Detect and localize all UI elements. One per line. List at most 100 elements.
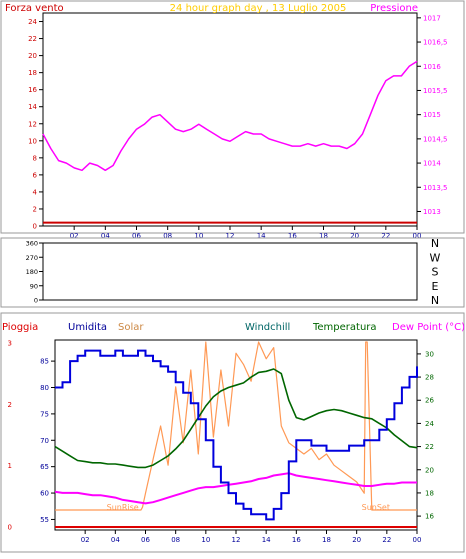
pressure-tick-label: 1013	[423, 208, 441, 216]
wind-tick-label: 10	[28, 137, 37, 145]
plot-area-2	[42, 242, 418, 301]
hour-tick-label: 02	[70, 232, 79, 240]
hour-tick-label: 18	[319, 232, 328, 240]
hour-tick-label: 06	[132, 232, 141, 240]
humidity-tick-label: 75	[40, 410, 49, 418]
hour-tick-label: 12	[226, 232, 235, 240]
hour-tick-label: 18	[322, 536, 331, 544]
temperature-tick-label: 16	[425, 513, 434, 521]
hour-tick-label: 16	[288, 232, 297, 240]
pressure-tick-label: 1014,5	[423, 135, 448, 143]
pressure-label: Pressione	[370, 3, 418, 14]
hour-tick-label: 08	[163, 232, 172, 240]
pressure-tick-label: 1016,5	[423, 39, 448, 47]
rain-axis-ticks: 0 1 2 3	[8, 340, 12, 532]
sunset-label: SunSet	[362, 503, 390, 512]
rain-tick-label: 0	[8, 524, 12, 532]
humidity-tick-label: 85	[40, 358, 49, 366]
humidity-tick-label: 60	[40, 490, 49, 498]
rain-tick-label: 3	[8, 340, 12, 348]
pressure-tick-label: 1016	[423, 63, 441, 71]
pressure-axis-ticks: 1013 1013,5 1014 1014,5 1015 1015,5 1016 1016,5…	[417, 14, 448, 216]
chart-title: 24 hour graph day , 13 Luglio 2005	[170, 3, 347, 14]
temperature-tick-label: 24	[425, 420, 434, 428]
temperature-tick-label: 30	[425, 350, 434, 358]
panel-3-series	[54, 341, 418, 528]
direction-degree-ticks: 0 90 180 270 360	[26, 240, 43, 305]
compass-tick-label: N	[431, 237, 439, 250]
wind-tick-label: 4	[33, 188, 38, 196]
panel-2-frame	[0, 237, 465, 308]
temperature-axis-ticks: 16 18 20 22 24 26 28 30	[417, 350, 434, 521]
wind-tick-label: 22	[28, 35, 37, 43]
hour-tick-label: 14	[262, 536, 271, 544]
pressure-tick-label: 1015,5	[423, 87, 448, 95]
humidity-series-line	[55, 349, 418, 521]
dewpoint-label: Dew Point (°C)	[392, 322, 465, 333]
temperature-tick-label: 18	[425, 489, 434, 497]
rain-tick-label: 2	[8, 401, 12, 409]
panel-1-frame	[0, 0, 465, 234]
panel-3-frame	[0, 312, 465, 553]
solar-label: Solar	[118, 322, 144, 333]
wind-tick-label: 18	[28, 69, 37, 77]
solar-series-line	[55, 341, 417, 511]
humidity-label: Umidita	[68, 322, 107, 333]
hour-tick-label: 12	[232, 536, 241, 544]
humidity-axis-ticks: 55 60 65 70 75 80 85	[40, 358, 55, 524]
direction-tick-label: 270	[26, 254, 38, 262]
wind-tick-label: 12	[28, 120, 37, 128]
temperature-label: Temperatura	[312, 322, 377, 333]
hour-tick-label: 06	[141, 536, 150, 544]
pressure-tick-label: 1014	[423, 160, 441, 168]
direction-tick-label: 0	[34, 297, 38, 305]
wind-tick-label: 0	[33, 223, 37, 231]
hour-tick-label: 22	[382, 536, 391, 544]
compass-tick-label: N	[431, 294, 439, 307]
wind-tick-label: 14	[28, 103, 37, 111]
compass-tick-label: S	[432, 266, 439, 279]
hour-axis-ticks-3: 02 04 06 08 10 12 14 16 18 20 22 00	[81, 530, 422, 544]
direction-tick-label: 90	[30, 282, 38, 290]
panel-wind-pressure: Forza vento 24 hour graph day , 13 Lugli…	[0, 0, 465, 240]
wind-tick-label: 20	[28, 52, 37, 60]
humidity-tick-label: 70	[40, 437, 49, 445]
hour-tick-label: 08	[171, 536, 180, 544]
hour-tick-label: 16	[292, 536, 301, 544]
hour-tick-label: 04	[111, 536, 120, 544]
wind-tick-label: 24	[28, 18, 37, 26]
hour-tick-label: 22	[381, 232, 390, 240]
panel-1-series	[42, 60, 418, 224]
direction-tick-label: 360	[26, 240, 38, 248]
temperature-tick-label: 26	[425, 397, 434, 405]
temperature-series-line	[54, 368, 418, 469]
compass-tick-label: E	[432, 280, 439, 293]
wind-tick-label: 6	[33, 171, 38, 179]
humidity-tick-label: 65	[40, 463, 49, 471]
dewpoint-series-line	[54, 472, 417, 505]
temperature-tick-label: 28	[425, 374, 434, 382]
hour-tick-label: 20	[350, 232, 359, 240]
wind-tick-label: 2	[33, 205, 37, 213]
plot-area-1	[42, 12, 418, 227]
hour-tick-label: 00	[413, 232, 422, 240]
pressure-tick-label: 1015	[423, 111, 441, 119]
rain-tick-label: 1	[8, 462, 12, 470]
hour-tick-label: 10	[194, 232, 203, 240]
hour-tick-label: 14	[257, 232, 266, 240]
humidity-tick-label: 55	[40, 516, 49, 524]
pressure-tick-label: 1017	[423, 14, 441, 22]
panel-temperature: Pioggia Umidita Solar Windchill Temperat…	[0, 312, 465, 553]
pressure-tick-label: 1013,5	[423, 184, 448, 192]
hour-tick-label: 00	[413, 536, 422, 544]
wind-tick-label: 16	[28, 86, 37, 94]
wind-speed-label: Forza vento	[5, 3, 64, 14]
humidity-tick-label: 80	[40, 384, 49, 392]
hour-tick-label: 02	[81, 536, 90, 544]
rain-label: Pioggia	[2, 322, 38, 333]
